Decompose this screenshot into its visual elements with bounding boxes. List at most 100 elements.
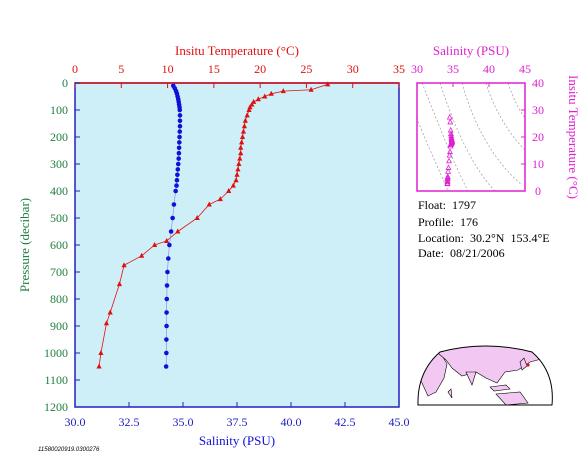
salinity-point xyxy=(176,156,181,161)
temperature-tick-label: 30 xyxy=(347,62,359,76)
temperature-point xyxy=(249,101,255,107)
ts-point xyxy=(447,142,454,149)
ts-point xyxy=(446,151,453,158)
salinity-tick-label: 30.0 xyxy=(65,415,86,429)
salinity-point xyxy=(177,113,183,118)
profile-plot: 0 5 10 15 20 25 30 35 30.0 32.5 35.0 37.5 40.0 42.5 4… xyxy=(17,43,410,448)
salinity-tick-label: 32.5 xyxy=(119,415,140,429)
float-id: Float: 1797 xyxy=(418,198,476,212)
temperature-point xyxy=(241,123,248,129)
float-info: Float: 1797 Profile: 176 Location: 30.2°… xyxy=(418,198,550,260)
temperature-point xyxy=(107,309,113,315)
temperature-point xyxy=(255,96,261,102)
temperature-point xyxy=(103,320,110,326)
ts-point xyxy=(446,157,453,164)
temperature-point xyxy=(96,363,102,369)
temperature-point xyxy=(244,112,250,118)
ts-temperature-tick-label: 30 xyxy=(532,103,544,117)
temperature-tick-label: 15 xyxy=(208,62,220,76)
ts-salinity-tick-label: 45 xyxy=(519,62,531,76)
pressure-axis-ticks: 0 100 200 300 400 500 600 700 800 900 1000 1100 1200 xyxy=(44,76,80,414)
salinity-tick-label: 42.5 xyxy=(335,415,356,429)
ts-temperature-tick-label: 20 xyxy=(532,130,544,144)
pressure-tick-label: 100 xyxy=(50,103,68,117)
ts-point xyxy=(444,178,451,185)
pressure-tick-label: 1200 xyxy=(44,400,68,414)
salinity-tick-label: 45.0 xyxy=(389,415,410,429)
pressure-tick-label: 1100 xyxy=(44,373,68,387)
ts-salinity-tick-label: 30 xyxy=(411,62,423,76)
salinity-point xyxy=(175,161,181,167)
salinity-point xyxy=(177,123,183,129)
temperature-point xyxy=(242,117,248,123)
salinity-point xyxy=(177,118,183,124)
salinity-point xyxy=(177,134,182,140)
pressure-tick-label: 700 xyxy=(50,265,68,279)
salinity-point xyxy=(164,310,169,315)
temperature-point xyxy=(217,196,223,202)
salinity-point xyxy=(164,350,169,356)
salinity-point xyxy=(176,150,182,156)
temperature-point xyxy=(226,188,232,193)
temperature-point xyxy=(230,182,236,188)
temperature-tick-label: 10 xyxy=(162,62,174,76)
temperature-point xyxy=(164,237,170,243)
ts-point xyxy=(445,168,452,174)
profile-plot-background xyxy=(75,83,399,407)
pressure-axis-title: Pressure (decibar) xyxy=(17,198,32,292)
temperature-point xyxy=(237,155,243,161)
ts-temperature-tick-label: 10 xyxy=(532,157,544,171)
temperature-point xyxy=(239,139,245,145)
ts-salinity-tick-label: 40 xyxy=(483,62,495,76)
temperature-tick-label: 25 xyxy=(300,62,312,76)
temperature-point xyxy=(235,166,241,172)
temperature-point xyxy=(121,262,127,268)
temperature-point xyxy=(251,98,257,104)
temperature-point xyxy=(234,171,240,177)
salinity-point xyxy=(171,202,177,207)
ts-points xyxy=(444,113,455,187)
salinity-point xyxy=(164,283,170,288)
salinity-point xyxy=(164,337,169,342)
pressure-tick-label: 0 xyxy=(62,76,68,90)
salinity-tick-label: 35.0 xyxy=(173,415,194,429)
salinity-point xyxy=(177,140,182,145)
pressure-tick-label: 600 xyxy=(50,238,68,252)
temperature-point xyxy=(139,252,145,258)
salinity-tick-label: 40.0 xyxy=(281,415,302,429)
temperature-point xyxy=(238,150,244,156)
salinity-point xyxy=(174,183,179,188)
ts-diagram-background xyxy=(417,83,525,191)
ts-temperature-ticks: 0 10 20 30 40 xyxy=(521,76,544,198)
salinity-point xyxy=(176,145,182,151)
salinity-point xyxy=(165,269,170,275)
pressure-tick-label: 200 xyxy=(50,130,68,144)
salinity-point xyxy=(167,242,172,248)
temperature-point xyxy=(238,144,244,150)
ts-point xyxy=(447,118,454,125)
ts-point xyxy=(444,177,451,183)
ts-point xyxy=(444,180,451,187)
salinity-point xyxy=(173,188,178,194)
profile-date: Date: 08/21/2006 xyxy=(418,246,505,260)
temperature-tick-label: 20 xyxy=(254,62,266,76)
salinity-point xyxy=(163,364,169,369)
temperature-point xyxy=(175,228,181,234)
ts-salinity-ticks: 30 35 40 45 xyxy=(411,62,531,87)
salinity-point xyxy=(170,215,175,221)
salinity-point xyxy=(168,229,174,234)
density-contours xyxy=(416,82,526,192)
temperature-tick-label: 5 xyxy=(118,62,124,76)
temperature-point xyxy=(239,134,246,139)
temperature-point xyxy=(116,281,123,287)
temperature-tick-label: 0 xyxy=(72,62,78,76)
pressure-tick-label: 800 xyxy=(50,292,68,306)
salinity-point xyxy=(164,296,170,302)
temperature-tick-label: 35 xyxy=(393,62,405,76)
ts-salinity-title: Salinity (PSU) xyxy=(433,43,509,58)
salinity-point xyxy=(177,107,183,113)
ts-salinity-tick-label: 35 xyxy=(447,62,459,76)
pressure-tick-label: 1000 xyxy=(44,346,68,360)
